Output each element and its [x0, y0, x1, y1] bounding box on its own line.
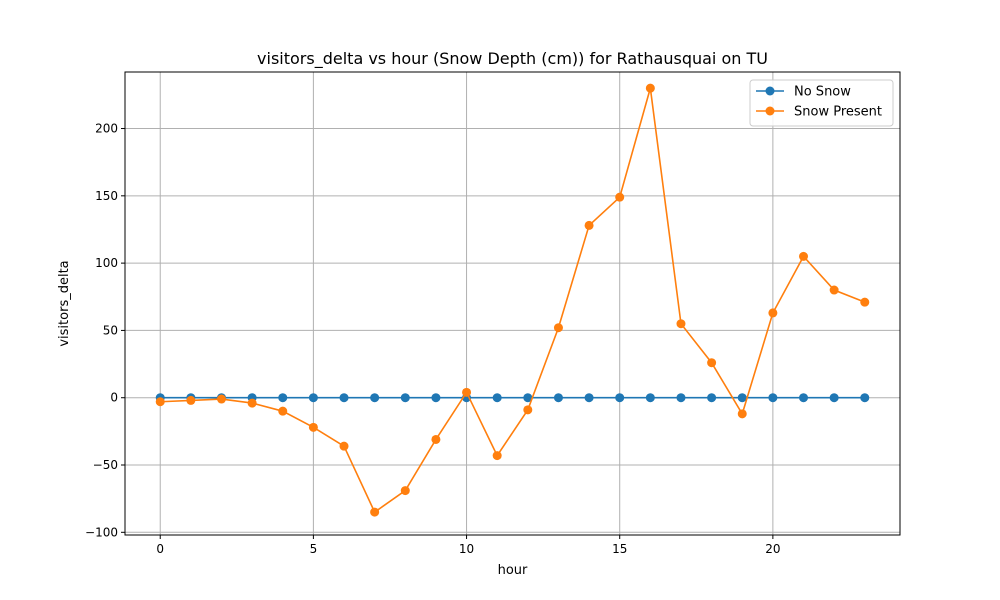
- y-tick-label: −100: [85, 525, 118, 539]
- x-tick-label: 20: [765, 542, 780, 556]
- data-point-no-snow: [553, 393, 563, 403]
- data-point-no-snow: [676, 393, 686, 403]
- x-tick-label: 15: [612, 542, 627, 556]
- legend-marker-no-snow: [765, 86, 775, 96]
- data-point-snow-present: [799, 251, 809, 261]
- data-point-no-snow: [799, 393, 809, 403]
- legend-box: [749, 79, 894, 127]
- data-point-no-snow: [492, 393, 502, 403]
- x-tick-label: 5: [310, 542, 318, 556]
- data-point-snow-present: [523, 405, 533, 415]
- data-point-snow-present: [860, 297, 870, 307]
- data-point-snow-present: [768, 308, 778, 318]
- data-point-snow-present: [431, 434, 441, 444]
- y-tick-label: 100: [95, 256, 118, 270]
- data-point-snow-present: [400, 486, 410, 496]
- data-point-no-snow: [768, 393, 778, 403]
- series-group: [155, 83, 870, 517]
- chart-title: visitors_delta vs hour (Snow Depth (cm))…: [257, 49, 768, 69]
- data-point-snow-present: [615, 192, 625, 202]
- data-point-no-snow: [339, 393, 349, 403]
- data-point-no-snow: [645, 393, 655, 403]
- data-point-snow-present: [584, 220, 594, 230]
- y-tick-label: 150: [95, 189, 118, 203]
- legend: No Snow Snow Present: [749, 79, 894, 127]
- data-point-no-snow: [278, 393, 288, 403]
- series-line-snow-present: [160, 87, 866, 514]
- data-point-snow-present: [553, 323, 563, 333]
- axes: 0 5 10 15 20 −100 −50 0 50 100 150 200: [85, 122, 780, 556]
- legend-label-no-snow: No Snow: [794, 85, 851, 100]
- y-tick-label: 200: [95, 122, 118, 136]
- y-axis-label: visitors_delta: [57, 260, 72, 346]
- legend-marker-snow-present: [765, 106, 775, 116]
- data-point-snow-present: [370, 507, 380, 517]
- data-point-snow-present: [186, 395, 196, 405]
- y-tick-label: 0: [110, 391, 118, 405]
- data-point-snow-present: [308, 422, 318, 432]
- data-point-snow-present: [339, 441, 349, 451]
- legend-label-snow-present: Snow Present: [794, 105, 882, 120]
- data-point-no-snow: [308, 393, 318, 403]
- data-point-no-snow: [615, 393, 625, 403]
- data-point-no-snow: [860, 393, 870, 403]
- data-point-no-snow: [370, 393, 380, 403]
- data-point-snow-present: [155, 397, 165, 407]
- x-tick-label: 10: [459, 542, 474, 556]
- data-point-no-snow: [707, 393, 717, 403]
- data-point-no-snow: [431, 393, 441, 403]
- x-axis-label: hour: [498, 563, 528, 578]
- y-tick-label: 50: [103, 323, 118, 337]
- data-point-no-snow: [829, 393, 839, 403]
- data-point-snow-present: [247, 398, 257, 408]
- data-point-snow-present: [645, 83, 655, 93]
- data-point-snow-present: [707, 358, 717, 368]
- data-point-no-snow: [523, 393, 533, 403]
- data-point-snow-present: [676, 319, 686, 329]
- y-tick-label: −50: [93, 458, 118, 472]
- data-point-snow-present: [492, 451, 502, 461]
- data-point-snow-present: [829, 285, 839, 295]
- data-point-snow-present: [462, 387, 472, 397]
- data-point-no-snow: [737, 393, 747, 403]
- data-point-snow-present: [216, 394, 226, 404]
- data-point-snow-present: [737, 409, 747, 419]
- plot-frame: [124, 71, 901, 536]
- data-point-no-snow: [584, 393, 594, 403]
- x-tick-label: 0: [156, 542, 164, 556]
- data-point-snow-present: [278, 406, 288, 416]
- data-point-no-snow: [400, 393, 410, 403]
